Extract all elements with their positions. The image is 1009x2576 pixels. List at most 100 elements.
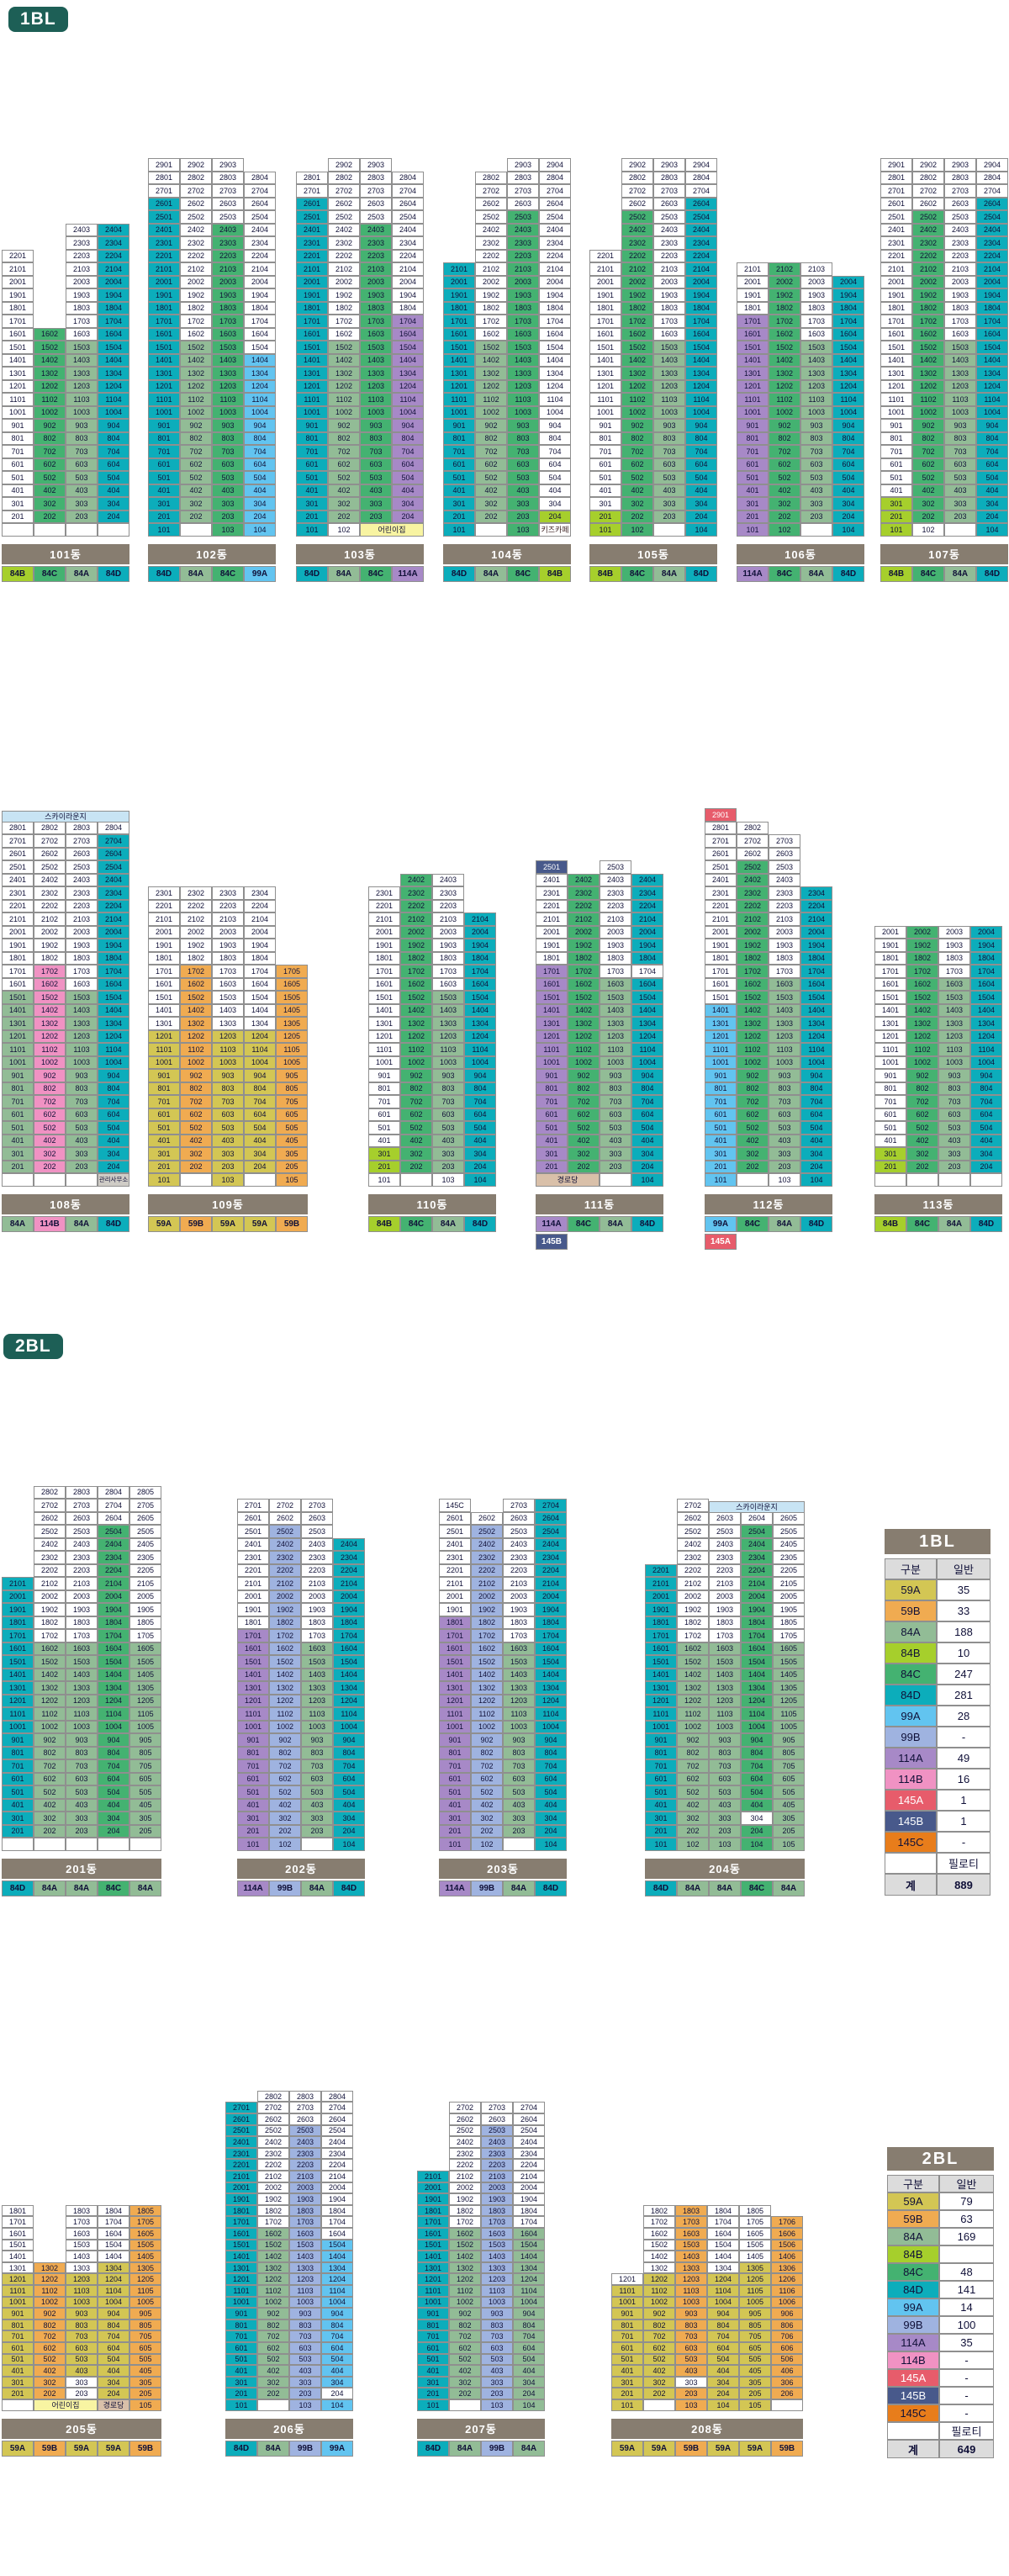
unit-cell: 1903 (66, 939, 98, 952)
unit-cell: 1404 (631, 1003, 663, 1017)
unit-cell: 2004 (685, 275, 717, 288)
unit-cell: 2202 (180, 249, 212, 262)
unit-cell: 2003 (212, 275, 244, 288)
unit-cell: 403 (481, 2365, 513, 2377)
unit-cell: 2304 (685, 236, 717, 250)
unit-cell: 1304 (98, 1681, 129, 1695)
unit-cell: 1402 (34, 1003, 66, 1017)
unit-cell: 2102 (471, 1577, 503, 1590)
unit-cell: 1201 (2, 379, 34, 393)
pilotis-cell (400, 1173, 432, 1187)
unit-cell: 2404 (333, 1537, 365, 1551)
unit-cell: 2303 (769, 886, 800, 900)
unit-cell: 1402 (328, 353, 360, 367)
unit-cell: 2003 (507, 275, 539, 288)
unit-cell: 703 (212, 445, 244, 458)
unit-cell: 603 (301, 1772, 333, 1785)
unit-cell: 204 (98, 510, 129, 523)
unit-cell: 604 (970, 1108, 1002, 1121)
unit-cell: 604 (244, 458, 276, 471)
unit-cell: 1604 (631, 977, 663, 991)
unit-cell: 1204 (800, 1029, 832, 1043)
unit-cell: 1405 (773, 1668, 805, 1681)
unit-cell: 2304 (535, 1551, 567, 1564)
unit-cell: 703 (289, 2330, 321, 2342)
unit-cell: 1405 (276, 1003, 308, 1017)
unit-cell: 2902 (621, 158, 653, 172)
unit-cell: 504 (539, 471, 571, 484)
unit-cell: 1201 (2, 1029, 34, 1043)
unit-cell: 401 (737, 484, 769, 497)
unit-cell: 902 (180, 419, 212, 432)
unit-cell: 2603 (212, 197, 244, 210)
unit-cell: 2303 (481, 2147, 513, 2160)
unit-cell: 1803 (360, 301, 392, 315)
unit-cell: 2202 (621, 249, 653, 262)
unit-cell: 1504 (970, 991, 1002, 1004)
unit-cell: 2104 (741, 1577, 773, 1590)
legend-count: 141 (939, 2281, 994, 2298)
unit-cell: 2304 (539, 236, 571, 250)
unit-cell: 1901 (536, 939, 568, 952)
unit-cell: 1102 (769, 393, 800, 406)
unit-cell: 1701 (237, 1629, 269, 1642)
unit-cell: 2003 (289, 2182, 321, 2194)
unit-cell: 1203 (360, 379, 392, 393)
unit-cell: 1202 (34, 379, 66, 393)
unit-cell: 504 (321, 2353, 353, 2366)
unit-cell: 2104 (244, 912, 276, 926)
unit-cell: 2201 (225, 2159, 257, 2171)
unit-cell: 1302 (769, 367, 800, 380)
unit-cell: 202 (180, 510, 212, 523)
unit-cell: 2702 (475, 184, 507, 198)
unit-cell: 1102 (328, 393, 360, 406)
unit-cell: 2102 (257, 2171, 289, 2182)
unit-cell: 1504 (98, 991, 129, 1004)
building-name-206: 206동 (225, 2418, 353, 2439)
unit-cell: 2305 (773, 1551, 805, 1564)
unit-cell: 701 (645, 1759, 677, 1773)
legend-type: 84D (887, 2281, 939, 2298)
unit-cell: 703 (432, 1095, 464, 1108)
unit-cell: 604 (741, 1772, 773, 1785)
unit-cell: 1502 (737, 991, 769, 1004)
unit-cell: 1603 (944, 327, 976, 341)
unit-cell: 1403 (653, 353, 685, 367)
unit-cell: 1102 (269, 1707, 301, 1721)
unit-cell: 1004 (98, 1055, 129, 1069)
legend-count: 14 (939, 2298, 994, 2316)
unit-cell: 2102 (328, 262, 360, 276)
unit-cell: 903 (800, 419, 832, 432)
unit-cell: 2801 (880, 171, 912, 184)
unit-cell: 704 (513, 2330, 545, 2342)
unit-cell: 2802 (180, 171, 212, 184)
unit-cell: 2602 (34, 1511, 66, 1525)
unit-cell: 1903 (653, 288, 685, 302)
unit-cell: 1703 (938, 965, 970, 978)
unit-cell: 1003 (800, 405, 832, 419)
unit-cell: 401 (880, 484, 912, 497)
unit-cell: 2004 (464, 925, 496, 939)
unit-cell: 602 (34, 458, 66, 471)
unit-cell: 1101 (536, 1043, 568, 1056)
legend-type: 59B (885, 1600, 937, 1621)
unit-cell: 2604 (539, 197, 571, 210)
unit-cell: 2601 (439, 1511, 471, 1525)
unit-cell: 1804 (321, 2204, 353, 2217)
unit-cell: 601 (2, 458, 34, 471)
unit-cell: 1502 (769, 341, 800, 354)
unit-cell: 2703 (301, 1499, 333, 1512)
unit-cell: 501 (880, 471, 912, 484)
unit-cell: 801 (536, 1082, 568, 1095)
unit-cell: 1203 (503, 1694, 535, 1707)
unit-cell: 2501 (536, 860, 568, 874)
unit-cell: 1102 (257, 2285, 289, 2297)
unit-cell: 305 (129, 2376, 161, 2388)
unit-cell: 1106 (771, 2285, 803, 2297)
unit-cell: 2703 (769, 834, 800, 848)
unit-cell: 2502 (257, 2124, 289, 2137)
unit-cell: 1201 (874, 1029, 906, 1043)
unit-cell: 2702 (449, 2102, 481, 2113)
unit-cell: 2001 (148, 275, 180, 288)
unit-cell: 101 (417, 2399, 449, 2411)
